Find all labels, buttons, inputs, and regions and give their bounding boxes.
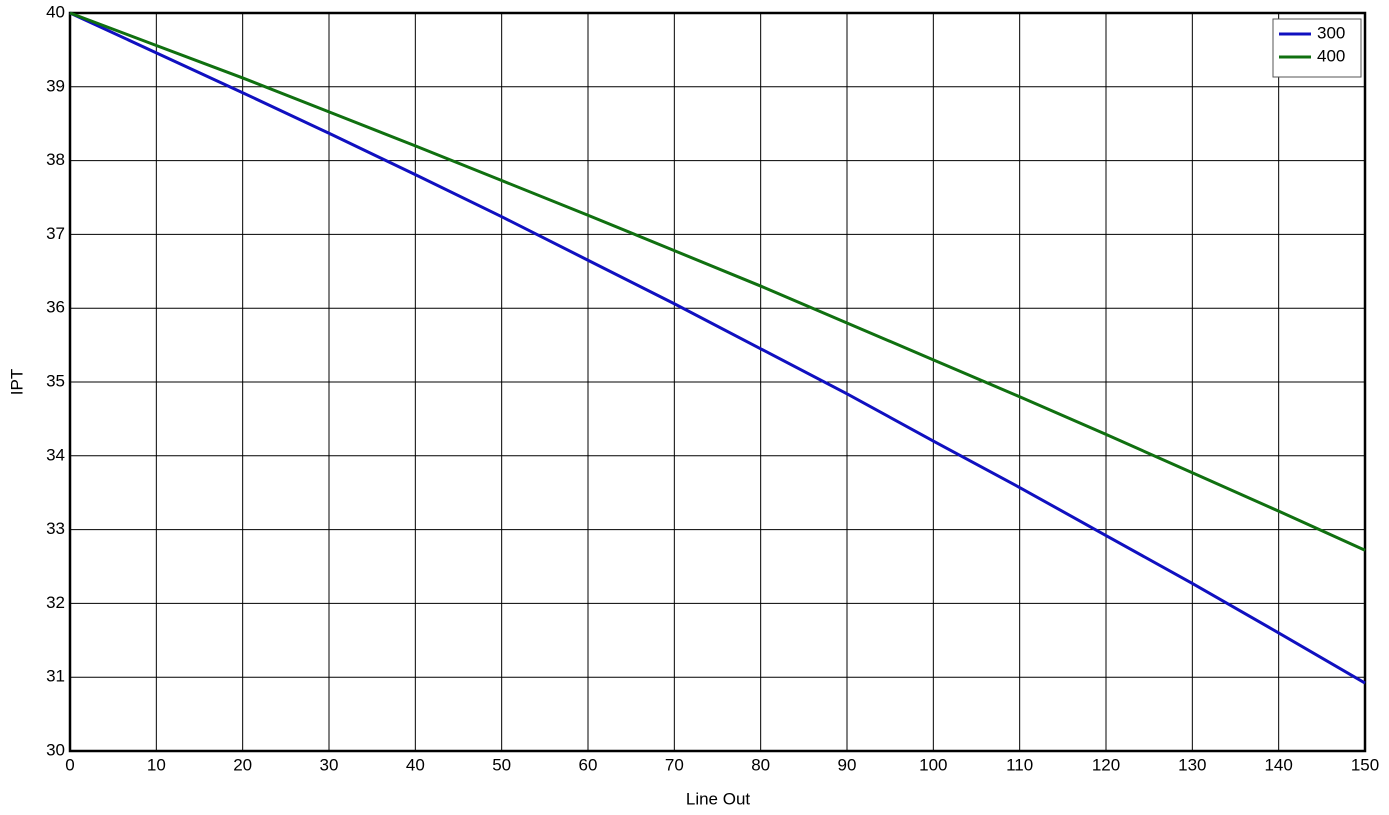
x-tick-label: 20 xyxy=(233,755,252,774)
legend-box xyxy=(1272,18,1362,78)
x-tick-label: 100 xyxy=(919,755,947,774)
y-tick-label: 35 xyxy=(46,371,65,390)
x-tick-label: 110 xyxy=(1006,755,1033,774)
x-tick-label: 30 xyxy=(320,755,339,774)
y-tick-label: 39 xyxy=(46,76,65,95)
x-tick-label: 40 xyxy=(406,755,425,774)
x-axis-label: Line Out xyxy=(686,789,751,808)
y-tick-label: 30 xyxy=(46,740,65,759)
x-tick-label: 140 xyxy=(1264,755,1292,774)
y-tick-label: 40 xyxy=(46,2,65,21)
x-tick-label: 150 xyxy=(1351,755,1379,774)
series-line xyxy=(69,11,1366,685)
plot-frame xyxy=(68,11,1367,753)
x-tick-label: 50 xyxy=(492,755,511,774)
x-tick-label: 70 xyxy=(665,755,684,774)
y-tick-label: 38 xyxy=(46,150,65,169)
x-tick-label: 0 xyxy=(65,755,74,774)
legend-label: 400 xyxy=(1317,46,1345,65)
x-tick-label: 120 xyxy=(1092,755,1120,774)
x-tick-label: 90 xyxy=(838,755,857,774)
x-tick-label: 60 xyxy=(579,755,598,774)
y-tick-label: 31 xyxy=(46,667,65,686)
legend-label: 300 xyxy=(1317,23,1345,42)
x-tick-label: 80 xyxy=(751,755,770,774)
y-tick-label: 33 xyxy=(46,519,65,538)
series-line xyxy=(69,11,1366,552)
y-tick-label: 34 xyxy=(46,445,65,464)
y-axis-label: IPT xyxy=(7,369,26,395)
x-tick-label: 10 xyxy=(147,755,166,774)
y-tick-label: 37 xyxy=(46,224,65,243)
y-tick-label: 32 xyxy=(46,593,65,612)
y-tick-label: 36 xyxy=(46,298,65,317)
x-tick-label: 130 xyxy=(1178,755,1206,774)
